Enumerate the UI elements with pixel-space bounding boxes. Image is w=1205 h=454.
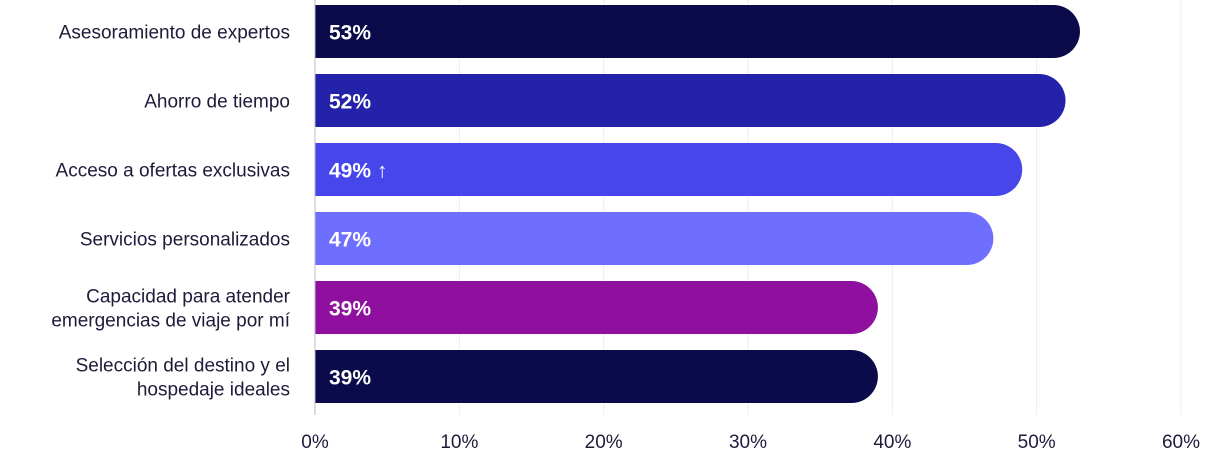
bar-value-label: 47%	[329, 229, 371, 252]
x-tick-label: 0%	[301, 432, 329, 453]
category-label: emergencias de viaje por mí	[51, 311, 290, 332]
category-label: Ahorro de tiempo	[144, 92, 290, 113]
bar-value-label: 52%	[329, 91, 371, 114]
bar	[315, 143, 1023, 196]
category-label: Asesoramiento de expertos	[59, 23, 290, 44]
x-tick-label: 30%	[729, 432, 767, 453]
bar	[315, 350, 878, 403]
bar	[315, 5, 1080, 58]
x-tick-label: 20%	[585, 432, 623, 453]
bar-value-label: 39%	[329, 298, 371, 321]
bar-value-label: 49% ↑	[329, 160, 387, 183]
bar	[315, 74, 1066, 127]
bars: 53% 52% 49% ↑ 47% 39% 39%	[315, 5, 1080, 403]
x-tick-label: 60%	[1162, 432, 1200, 453]
x-axis: 0% 10% 20% 30% 40% 50% 60%	[301, 0, 1200, 453]
category-labels: Asesoramiento de expertos Ahorro de tiemp…	[51, 23, 290, 401]
category-label: Servicios personalizados	[80, 230, 290, 251]
x-tick-label: 50%	[1018, 432, 1056, 453]
category-label: hospedaje ideales	[137, 380, 290, 401]
category-label: Capacidad para atender	[86, 287, 291, 308]
bar	[315, 212, 994, 265]
category-label: Selección del destino y el	[76, 356, 290, 377]
bar-value-label: 39%	[329, 367, 371, 390]
gridlines	[458, 0, 1182, 415]
x-tick-label: 10%	[440, 432, 478, 453]
category-label: Acceso a ofertas exclusivas	[56, 161, 290, 182]
bar-value-label: 53%	[329, 22, 371, 45]
bar	[315, 281, 878, 334]
x-tick-label: 40%	[873, 432, 911, 453]
